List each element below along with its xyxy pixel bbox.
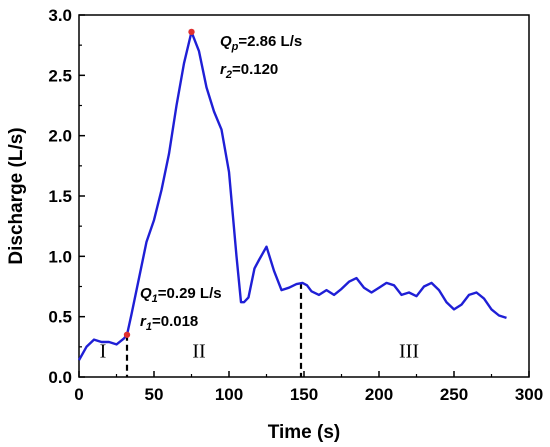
- x-tick-label: 0: [74, 385, 83, 404]
- y-tick-label: 0.0: [48, 368, 72, 387]
- peak-q-value: =2.86 L/s: [238, 33, 302, 50]
- onset-r-annotation: r1=0.018: [140, 313, 198, 333]
- peak-r-symbol: r: [220, 61, 227, 78]
- x-tick-label: 200: [365, 385, 393, 404]
- stage-dividers: [125, 282, 303, 377]
- y-tick-label: 3.0: [48, 6, 72, 25]
- stage-label: I: [100, 341, 107, 363]
- onset-r-symbol: r: [140, 313, 147, 330]
- peak-discharge-annotation: Qp=2.86 L/s: [220, 33, 302, 53]
- x-axis-title: Time (s): [268, 422, 341, 443]
- highlight-point: [123, 331, 131, 338]
- stage-label: III: [399, 341, 419, 363]
- discharge-series-line: [77, 30, 507, 361]
- peak-r-value: =0.120: [232, 61, 278, 78]
- x-tick-label: 250: [440, 385, 468, 404]
- y-tick-label: 1.0: [48, 247, 72, 266]
- axis-ticks: 0 50 100 150 200 250 300 0.0 0.5 1.0 1.5 2.0 2.5 3.0: [48, 6, 543, 404]
- y-tick-label: 1.5: [48, 187, 72, 206]
- onset-q-value: =0.29 L/s: [158, 285, 222, 302]
- onset-r-subscript: 1: [146, 321, 152, 333]
- highlight-points: [123, 28, 195, 338]
- x-tick-label: 50: [145, 385, 164, 404]
- onset-q-symbol: Q: [140, 285, 152, 302]
- stage-label: II: [192, 341, 205, 363]
- x-tick-label: 300: [515, 385, 543, 404]
- y-tick-label: 2.0: [48, 127, 72, 146]
- onset-discharge-annotation: Q1=0.29 L/s: [140, 285, 222, 305]
- highlight-point: [188, 28, 195, 36]
- peak-r-annotation: r2=0.120: [220, 61, 278, 81]
- y-tick-label: 0.5: [48, 308, 72, 327]
- peak-q-symbol: Q: [220, 33, 232, 50]
- peak-q-subscript: p: [231, 41, 239, 53]
- stage-labels: I II III: [100, 341, 419, 363]
- y-axis-title: Discharge (L/s): [6, 127, 27, 264]
- peak-r-subscript: 2: [225, 69, 232, 81]
- x-tick-label: 150: [290, 385, 318, 404]
- x-tick-label: 100: [215, 385, 243, 404]
- onset-q-subscript: 1: [152, 293, 158, 305]
- onset-r-value: =0.018: [152, 313, 198, 330]
- y-tick-label: 2.5: [48, 66, 72, 85]
